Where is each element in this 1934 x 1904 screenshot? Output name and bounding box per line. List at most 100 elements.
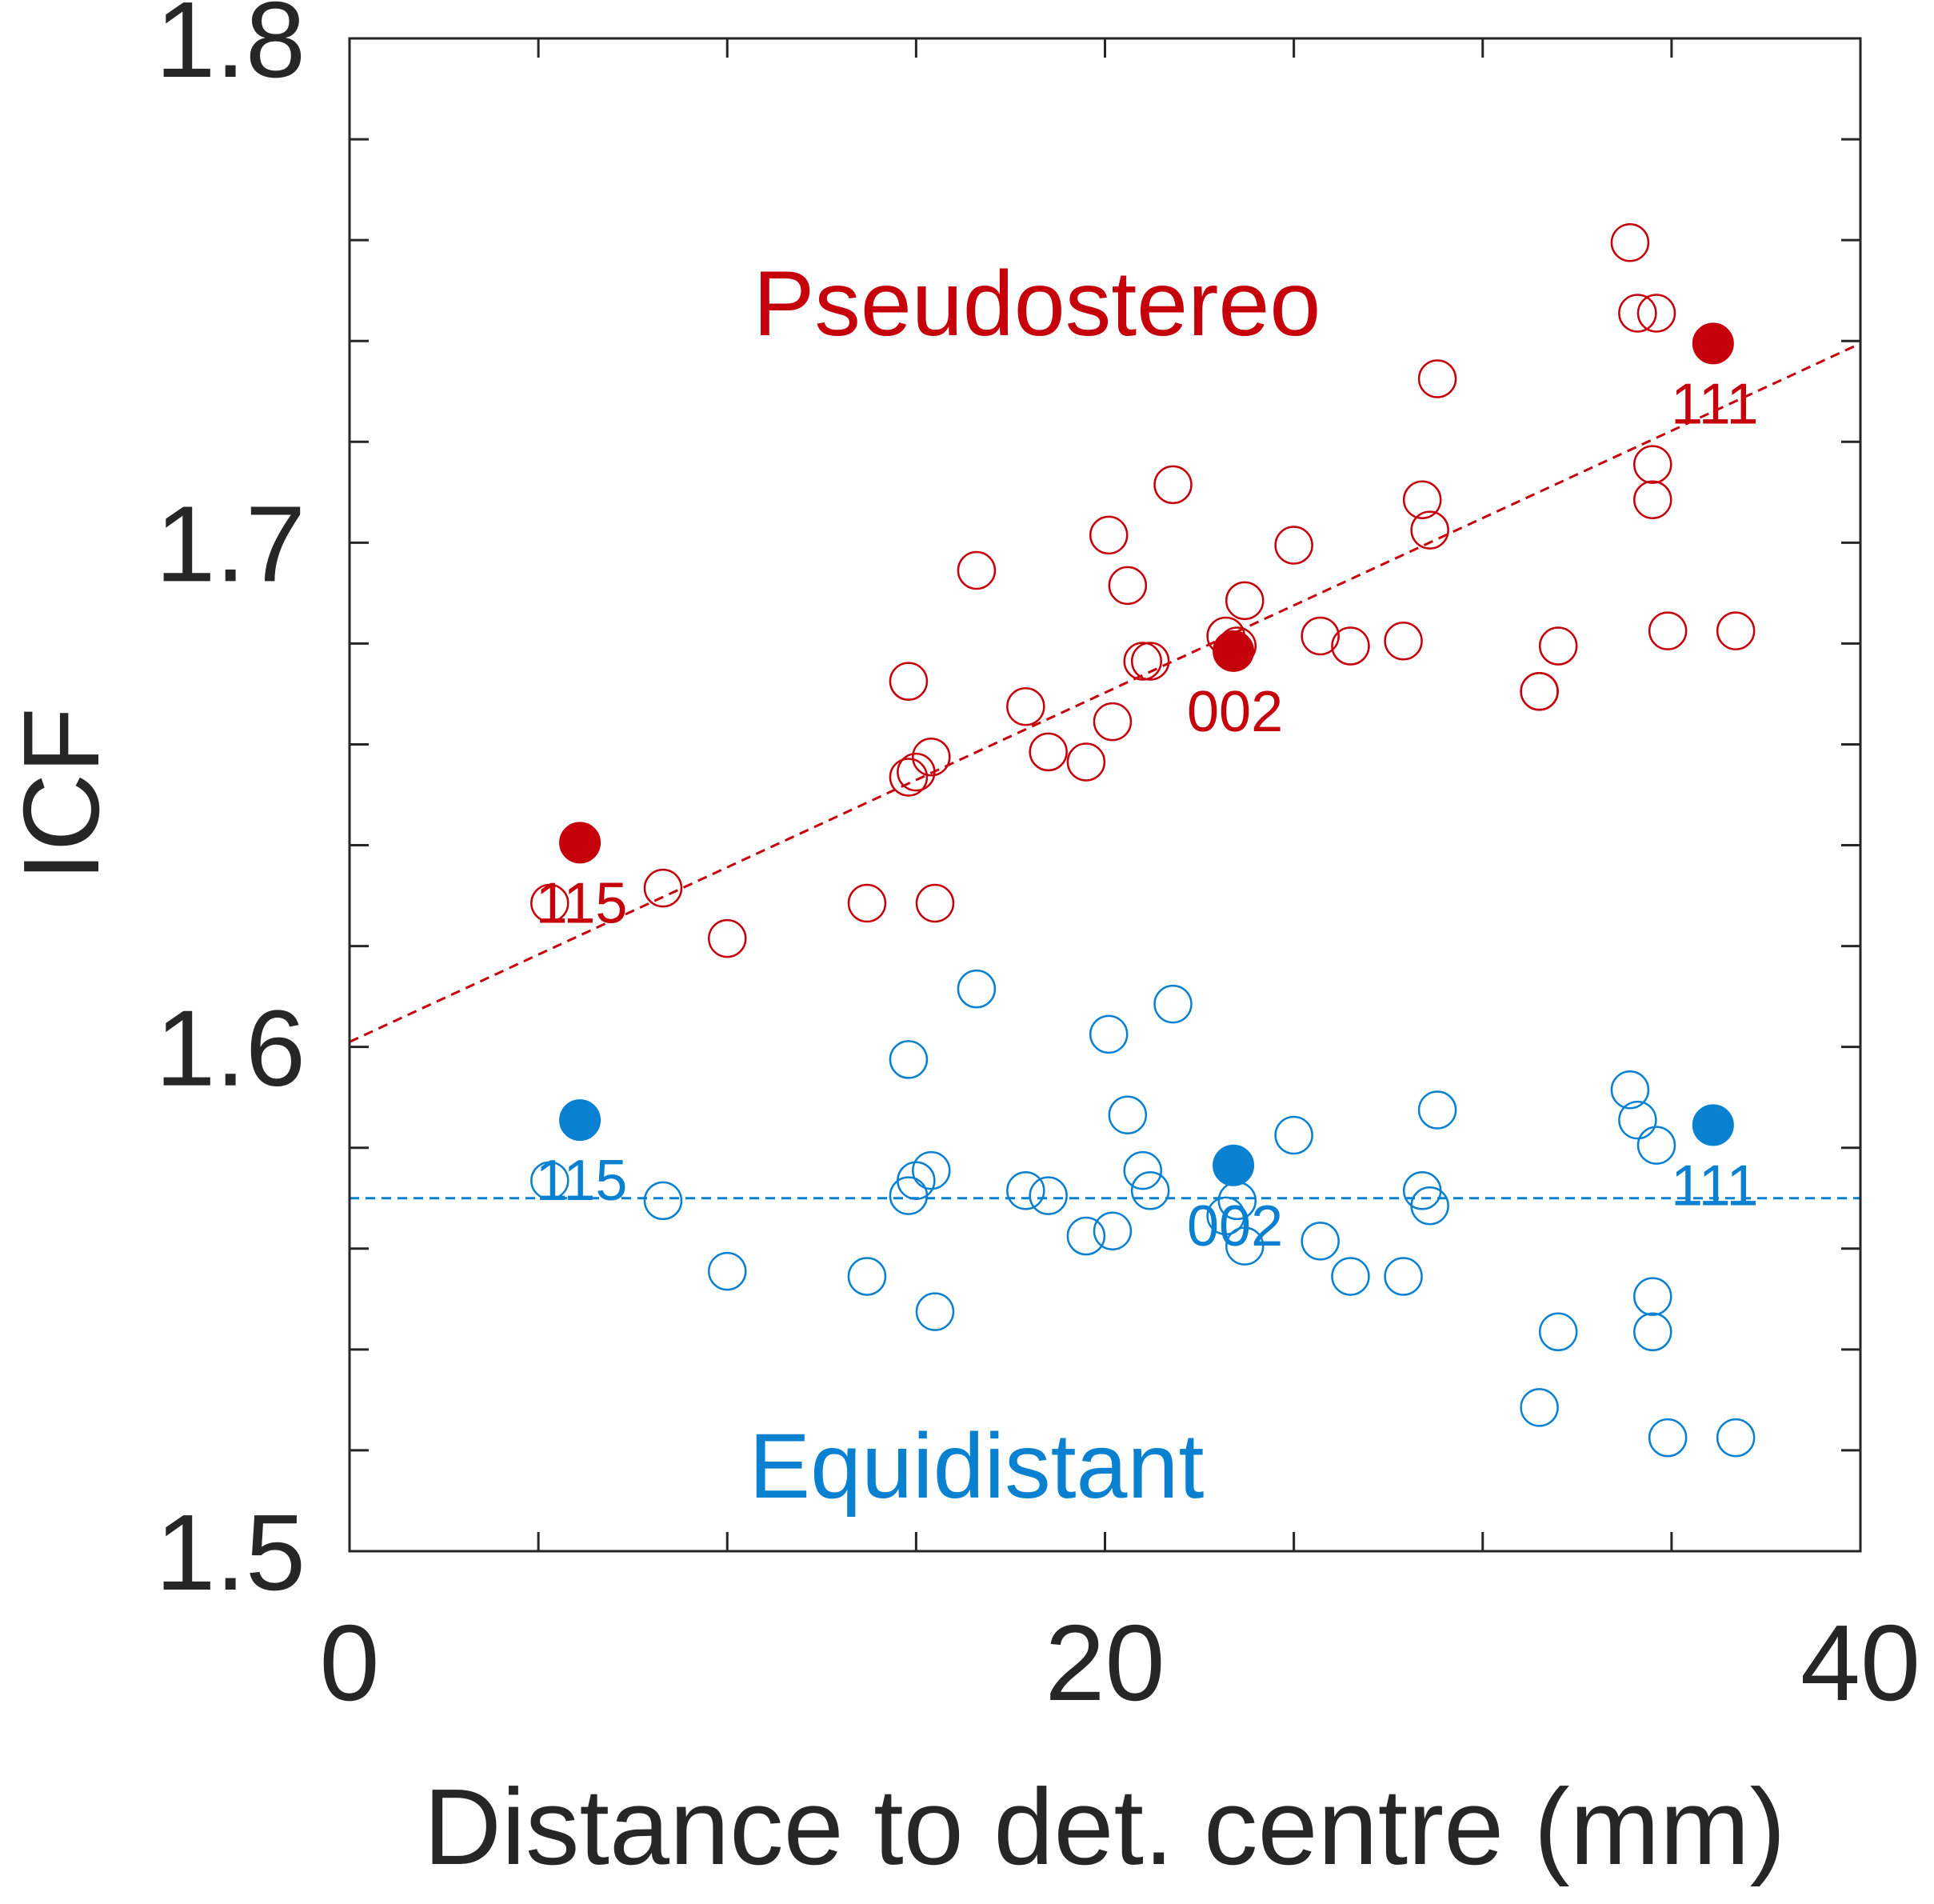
point-labels: 115 002 111 115 002 111 [536, 372, 1759, 1258]
equi-point-label: 002 [1187, 1194, 1283, 1258]
pseudo-open-point [1716, 611, 1756, 650]
equi-open-point [1029, 1176, 1068, 1215]
equi-filled-point [559, 1099, 601, 1142]
pseudo-open-point [1301, 616, 1340, 656]
equi-filled-point [1213, 1144, 1255, 1186]
pseudo-open-point [1108, 566, 1148, 606]
equi-open-point [1006, 1171, 1045, 1210]
pseudo-open-point [1633, 480, 1672, 520]
pseudo-open-point [889, 758, 929, 797]
y-tick-label: 1.5 [155, 1492, 306, 1613]
pseudo-fit-line [349, 342, 1861, 1043]
fit-lines [349, 342, 1861, 1200]
pseudo-open-point [1066, 742, 1106, 782]
y-tick-label: 1.8 [155, 0, 306, 100]
equi-open-point [1089, 1014, 1129, 1054]
equi-open-point [1410, 1186, 1449, 1226]
equi-open-point [1402, 1171, 1442, 1210]
pseudo-open-point [897, 752, 936, 792]
pseudo-point-label: 115 [536, 871, 628, 935]
pseudo-open-point [1093, 702, 1133, 742]
pseudo-open-point [1520, 672, 1559, 711]
y-tick-label: 1.7 [155, 483, 306, 604]
pseudo-open-point [1410, 510, 1449, 550]
pseudo-open-point [1384, 621, 1423, 661]
x-tick-label: 40 [1800, 1602, 1920, 1723]
equi-open-point [1108, 1095, 1148, 1135]
pseudo-filled-point [559, 822, 601, 864]
equi-open-point [1633, 1312, 1672, 1352]
equi-open-point [1716, 1418, 1756, 1458]
equi-open-point [889, 1040, 929, 1079]
equi-open-point [1633, 1277, 1672, 1316]
pseudo-open-point [1633, 445, 1672, 484]
equi-open-point [1153, 984, 1193, 1024]
equi-open-point [1648, 1418, 1688, 1458]
equi-open-point [915, 1292, 955, 1331]
pseudo-open-point [1636, 294, 1676, 333]
equi-open-point [1130, 1171, 1170, 1210]
equi-open-point [643, 1181, 683, 1221]
pseudo-open-point [1331, 626, 1370, 666]
axis-ticks [348, 37, 1862, 1553]
equi-open-point [957, 969, 997, 1009]
x-axis-label: Distance to det. centre (mm) [423, 1766, 1785, 1887]
pseudo-open-point [889, 662, 929, 701]
pseudo-open-point [1123, 642, 1162, 681]
pseudo-filled-point [1692, 322, 1734, 365]
equi-open-point [1636, 1126, 1676, 1165]
pseudo-open-point [847, 883, 887, 923]
y-tick-label: 1.6 [155, 988, 306, 1109]
pseudo-open-point [1618, 294, 1657, 333]
pseudo-series-annotation: Pseudostereo [753, 253, 1321, 355]
pseudo-open-point [1089, 515, 1129, 555]
pseudo-open-point [912, 737, 951, 777]
data-points [530, 223, 1756, 1458]
equi-open-point [912, 1150, 951, 1190]
equi-point-label: 115 [536, 1149, 628, 1213]
equi-open-point [1301, 1222, 1340, 1261]
equi-open-point [1618, 1100, 1657, 1140]
equi-open-point [1417, 1090, 1457, 1130]
pseudo-open-point [1153, 465, 1193, 505]
pseudo-point-label: 002 [1187, 680, 1283, 744]
pseudo-open-point [1225, 581, 1265, 621]
pseudo-open-point [915, 883, 955, 923]
equi-filled-point [1692, 1104, 1734, 1146]
equi-open-point [1610, 1070, 1650, 1110]
pseudo-point-label: 111 [1671, 372, 1758, 436]
equi-point-label: 111 [1671, 1154, 1758, 1218]
pseudo-open-point [1417, 359, 1457, 398]
equi-open-point [889, 1176, 929, 1215]
pseudo-open-point [643, 868, 683, 908]
pseudo-open-point [708, 918, 747, 958]
equi-open-point [1123, 1150, 1162, 1190]
x-tick-label: 20 [1045, 1602, 1165, 1723]
equi-open-point [1206, 1196, 1245, 1236]
axis-tick-labels: 0 20 40 1.5 1.6 1.7 1.8 [155, 0, 1920, 1723]
pseudo-open-point [957, 550, 997, 590]
x-tick-label: 0 [319, 1602, 379, 1723]
series-annotations: Pseudostereo Equidistant [749, 253, 1321, 1518]
pseudo-open-point [530, 883, 569, 923]
pseudo-open-point [1610, 223, 1650, 262]
equi-open-point [1538, 1312, 1578, 1352]
equi-open-point [1384, 1257, 1423, 1296]
equi-open-point [1066, 1216, 1106, 1256]
pseudo-open-point [1274, 526, 1313, 565]
equi-open-point [1520, 1388, 1559, 1427]
y-axis-label: ICF [1, 707, 122, 881]
equi-open-point [1274, 1115, 1313, 1155]
pseudo-filled-point [1213, 630, 1255, 672]
equi-open-point [530, 1161, 569, 1200]
pseudo-open-point [1648, 611, 1688, 650]
equi-open-point [1331, 1257, 1370, 1296]
equi-open-point [1225, 1226, 1265, 1266]
pseudo-open-point [1006, 686, 1045, 726]
equi-open-point [1093, 1211, 1133, 1250]
pseudo-open-point [1538, 626, 1578, 666]
pseudo-open-point [1130, 642, 1170, 681]
pseudo-open-point [1029, 732, 1068, 772]
equi-open-point [708, 1251, 747, 1291]
